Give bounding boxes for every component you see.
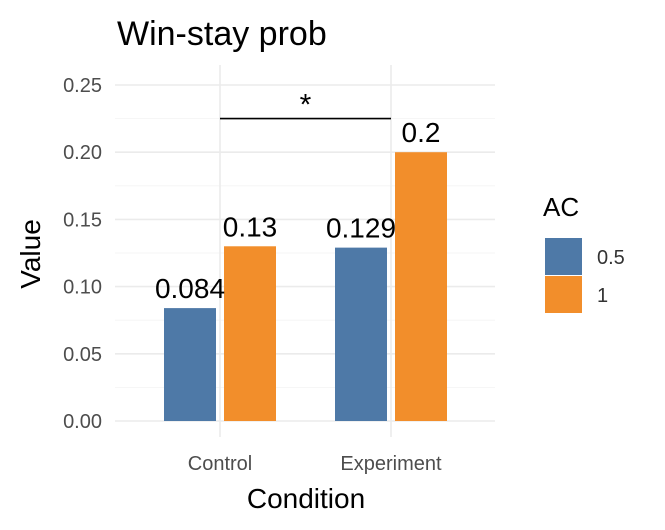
x-axis-title: Condition <box>247 483 365 514</box>
y-tick-label: 0.00 <box>63 411 102 433</box>
legend-key <box>545 238 582 275</box>
x-axis-ticks: Control Experiment <box>188 453 442 475</box>
y-tick-label: 0.05 <box>63 344 102 366</box>
y-tick-label: 0.25 <box>63 75 102 97</box>
y-axis-ticks: 0.00 0.05 0.10 0.15 0.20 0.25 <box>63 75 102 433</box>
bar <box>164 308 216 421</box>
legend-key <box>545 276 582 313</box>
bars <box>164 152 447 421</box>
significance-annotation: * <box>220 89 391 122</box>
y-axis-title: Value <box>15 219 46 289</box>
y-tick-label: 0.20 <box>63 142 102 164</box>
bar <box>335 247 387 421</box>
bar-value-label: 0.2 <box>402 117 441 148</box>
significance-star: * <box>300 89 312 122</box>
x-tick-label: Experiment <box>340 453 442 475</box>
x-tick-label: Control <box>188 453 252 475</box>
bar <box>395 152 447 421</box>
legend: AC 0.5 1 <box>543 192 625 313</box>
legend-label: 1 <box>597 285 608 307</box>
data-labels: 0.084 0.129 0.13 0.2 <box>155 117 441 304</box>
legend-title: AC <box>543 192 579 222</box>
chart-title: Win-stay prob <box>117 15 327 53</box>
y-tick-label: 0.15 <box>63 209 102 231</box>
bar-value-label: 0.13 <box>223 211 278 242</box>
bar <box>224 246 276 421</box>
bar-value-label: 0.084 <box>155 273 225 304</box>
legend-label: 0.5 <box>597 247 625 269</box>
y-tick-label: 0.10 <box>63 277 102 299</box>
bar-value-label: 0.129 <box>326 213 396 244</box>
